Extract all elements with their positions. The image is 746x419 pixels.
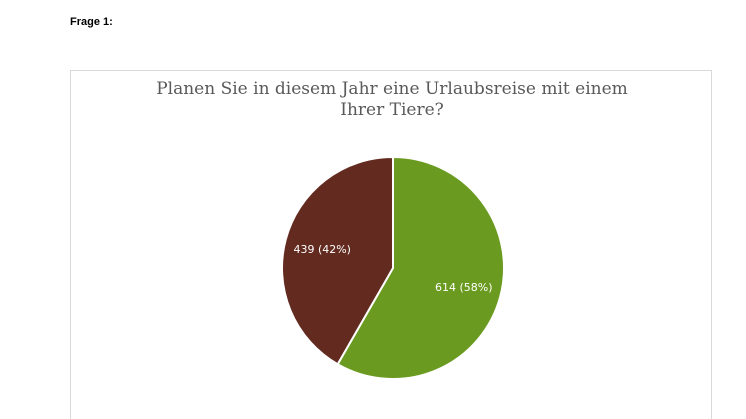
- chart-frame: Planen Sie in diesem Jahr eine Urlaubsre…: [70, 70, 712, 419]
- chart-title-line-1: Planen Sie in diesem Jahr eine Urlaubsre…: [156, 79, 628, 99]
- chart-title: Planen Sie in diesem Jahr eine Urlaubsre…: [71, 79, 711, 121]
- pie-data-label-yes: 614 (58%): [435, 281, 493, 294]
- pie-slice-no: [281, 155, 394, 366]
- legend-cut-off: [71, 414, 711, 419]
- chart-title-line-2: Ihrer Tiere?: [340, 100, 444, 120]
- question-heading: Frage 1:: [70, 16, 113, 28]
- pie-slice-yes: [336, 155, 505, 380]
- pie-data-label-no: 439 (42%): [293, 243, 351, 256]
- pie-chart: 614 (58%) 439 (42%): [281, 155, 505, 380]
